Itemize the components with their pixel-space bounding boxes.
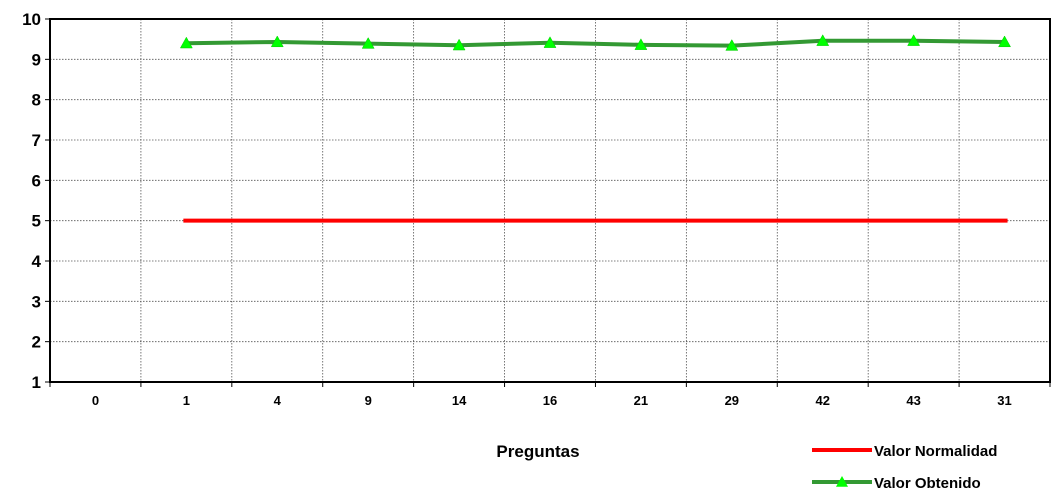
y-tick-label: 7	[32, 131, 41, 150]
data-point-marker	[361, 37, 375, 49]
x-tick-label: 0	[92, 393, 99, 408]
x-tick-label: 21	[634, 393, 648, 408]
legend-marker-obtenido	[836, 476, 848, 487]
y-tick-label: 8	[32, 91, 41, 110]
x-axis-ticks: 0 1 4 9 14 16 21 29 42 43 31	[49, 382, 1051, 408]
x-tick-label: 43	[906, 393, 920, 408]
x-axis-title: Preguntas	[496, 442, 579, 461]
data-point-marker	[543, 36, 557, 48]
y-tick-label: 9	[32, 50, 41, 69]
x-tick-label: 9	[365, 393, 372, 408]
legend-label-obtenido: Valor Obtenido	[874, 475, 981, 492]
x-tick-label: 29	[725, 393, 739, 408]
plot-area	[49, 18, 1051, 383]
x-tick-label: 16	[543, 393, 557, 408]
y-tick-label: 6	[32, 171, 41, 190]
y-tick-label: 4	[32, 252, 42, 271]
data-point-marker	[179, 36, 193, 49]
legend: Valor Normalidad Valor Obtenido	[812, 443, 997, 492]
data-point-marker	[998, 35, 1011, 48]
y-tick-label: 5	[32, 212, 41, 231]
legend-label-normalidad: Valor Normalidad	[874, 443, 997, 460]
series-lines	[179, 34, 1011, 223]
x-tick-label: 14	[452, 393, 467, 408]
x-tick-label: 31	[997, 393, 1011, 408]
data-point-marker	[270, 35, 284, 48]
legend-item-obtenido: Valor Obtenido	[812, 475, 981, 492]
legend-item-normalidad: Valor Normalidad	[812, 443, 997, 460]
data-point-marker	[907, 34, 921, 46]
data-point-marker	[725, 39, 739, 51]
y-tick-label: 1	[32, 373, 41, 392]
x-tick-label: 1	[183, 393, 190, 408]
y-tick-label: 2	[32, 333, 41, 352]
data-point-marker	[816, 34, 830, 46]
data-point-marker	[452, 38, 466, 51]
y-axis-ticks: 1 2 3 4 5 6 7 8 9 10	[22, 10, 50, 392]
x-tick-label: 4	[274, 393, 282, 408]
y-tick-label: 3	[32, 292, 41, 311]
y-tick-label: 10	[22, 10, 41, 29]
x-tick-label: 42	[815, 393, 829, 408]
data-point-marker	[634, 38, 648, 50]
series-line-obtenido	[186, 38, 1005, 48]
grid-lines	[50, 19, 1050, 382]
